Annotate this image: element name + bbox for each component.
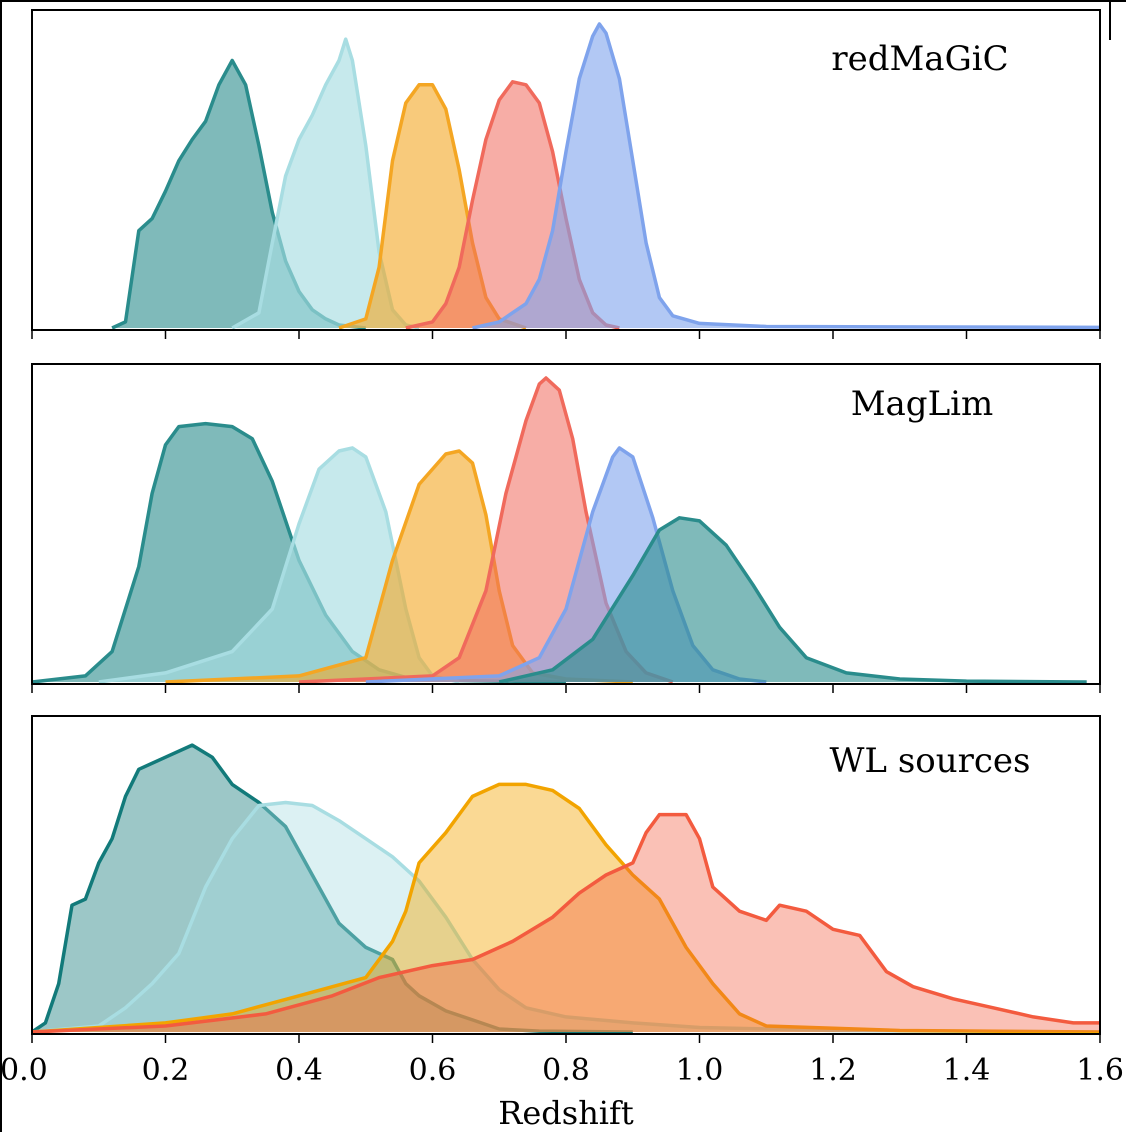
series-fill-2 [232, 39, 420, 328]
series-fill-3 [165, 451, 633, 682]
panel-label: redMaGiC [831, 39, 1008, 79]
x-tick-label: 0.6 [409, 1053, 457, 1088]
series-fill-1 [32, 423, 566, 682]
x-tick-label: 0.2 [142, 1053, 190, 1088]
x-tick-label: 1.0 [676, 1053, 724, 1088]
series-fill-1 [32, 745, 633, 1032]
x-tick-label: 1.2 [809, 1053, 857, 1088]
series-fill-6 [499, 517, 1087, 682]
x-tick-label: 0.0 [0, 1053, 48, 1088]
panel-label: WL sources [829, 741, 1030, 781]
series-line-2 [32, 800, 1100, 1034]
panel-redmagic: redMaGiC [31, 9, 1101, 339]
series-fill-5 [472, 24, 1100, 328]
series-line-1 [32, 743, 633, 1034]
panel-wl-sources: WL sources [31, 715, 1101, 1043]
x-tick-label: 0.8 [542, 1053, 590, 1088]
panel-maglim: MagLim [31, 363, 1101, 693]
panel-series [32, 743, 1100, 1034]
series-line-6 [498, 516, 1087, 684]
series-fill-3 [339, 84, 526, 328]
series-fill-2 [98, 447, 460, 682]
series-fill-4 [32, 814, 1100, 1032]
x-tick-label: 1.4 [943, 1053, 991, 1088]
panel-series [32, 376, 1087, 684]
x-axis-label: Redshift [498, 1094, 634, 1132]
series-fill-1 [112, 60, 366, 328]
x-tick-label: 0.4 [275, 1053, 323, 1088]
panel-series [111, 22, 1100, 330]
series-fill-2 [32, 802, 1100, 1032]
panel-label: MagLim [851, 384, 994, 424]
series-line-4 [32, 812, 1100, 1034]
series-line-5 [472, 22, 1100, 330]
x-tick-label: 1.6 [1076, 1053, 1124, 1088]
series-line-3 [32, 782, 1100, 1034]
series-fill-3 [32, 784, 1100, 1032]
